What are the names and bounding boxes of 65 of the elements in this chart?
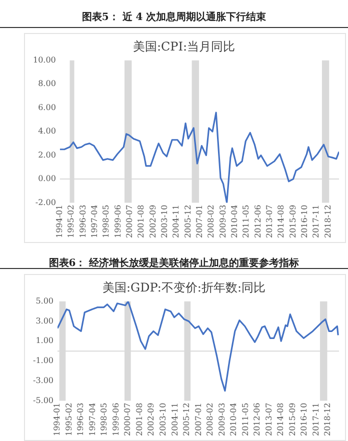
x-tick-label: 1995-02 [66, 204, 76, 238]
chart-subtitle: 美国:GDP:不变价:折年数:同比 [102, 280, 266, 294]
x-tick-label: 2011-05 [240, 402, 250, 436]
x-tick-label: 2017-11 [312, 204, 321, 238]
x-tick-label: 2018-12 [323, 402, 332, 436]
x-tick-label: 2011-05 [242, 204, 251, 238]
x-tick-label: 2010-04 [230, 204, 239, 238]
x-tick-label: 2014-08 [276, 402, 286, 436]
x-tick-label: 2002-09 [146, 402, 156, 436]
x-tick-label: 2007-01 [194, 402, 203, 436]
x-tick-label: 2015-09 [288, 204, 298, 238]
x-tick-label: 1999-06 [111, 402, 120, 436]
x-tick-label: 2017-11 [311, 402, 320, 436]
x-tick-label: 2009-03 [218, 204, 228, 238]
x-tick-label: 2002-09 [148, 204, 158, 238]
x-tick-label: 2016-10 [300, 204, 309, 238]
x-tick-label: 2008-02 [206, 204, 216, 238]
x-tick-label: 2009-03 [217, 402, 226, 436]
chart-title: 图表5： 近 4 次加息周期以通胀下行结束 [80, 10, 268, 24]
y-tick-label: 8.00 [38, 79, 56, 88]
x-tick-label: 1998-05 [100, 402, 109, 436]
x-tick-label: 2010-04 [229, 402, 238, 436]
x-tick-label: 2007-01 [194, 204, 204, 238]
y-tick-label: 3.00 [36, 316, 54, 326]
x-tick-label: 2015-09 [288, 402, 297, 436]
y-tick-label: -2.00 [35, 198, 56, 207]
x-tick-label: 2000-07 [123, 402, 132, 436]
y-tick-label: 6.00 [38, 102, 56, 112]
x-tick-label: 1996-03 [76, 402, 86, 436]
y-tick-label: -5.00 [33, 396, 54, 405]
x-tick-label: 1997-04 [88, 402, 97, 436]
x-tick-label: 2012-06 [252, 402, 262, 436]
x-tick-label: 2005-12 [182, 402, 192, 436]
x-tick-label: 1994-01 [52, 402, 62, 436]
x-tick-label: 1997-04 [90, 204, 99, 238]
y-tick-label: 1.00 [36, 336, 54, 346]
x-tick-label: 1995-02 [64, 402, 74, 436]
y-tick-label: 2.00 [38, 150, 56, 160]
y-tick-label: 0.00 [38, 174, 56, 184]
chart-subtitle: 美国:CPI:当月同比 [132, 39, 236, 54]
x-tick-label: 1998-05 [102, 204, 111, 238]
y-tick-label: 4.00 [38, 126, 56, 136]
x-tick-label: 1999-06 [113, 204, 122, 238]
y-tick-label: -3.00 [33, 376, 54, 385]
x-tick-label: 2005-12 [183, 204, 192, 238]
x-tick-label: 2016-10 [300, 402, 309, 436]
x-tick-label: 2013-07 [264, 204, 274, 238]
y-tick-label: -1.00 [33, 356, 54, 366]
x-tick-label: 2003-10 [160, 204, 169, 238]
x-tick-label: 2013-07 [264, 402, 274, 436]
x-tick-label: 1994-01 [54, 204, 64, 238]
x-tick-label: 2001-08 [136, 204, 146, 238]
x-tick-label: 2003-10 [158, 402, 168, 436]
x-tick-label: 2018-12 [323, 204, 332, 238]
x-tick-label: 1996-03 [78, 204, 88, 238]
x-tick-label: 2001-08 [134, 402, 144, 436]
x-tick-label: 2012-06 [253, 204, 262, 238]
x-tick-label: 2004-11 [172, 204, 181, 238]
y-tick-label: 5.00 [36, 296, 54, 306]
x-tick-label: 2004-11 [170, 402, 180, 436]
chart-title: 图表6： 经济增长放缓是美联储停止加息的重要参考指标 [48, 256, 300, 270]
x-tick-label: 2014-08 [276, 204, 286, 238]
x-tick-label: 2000-07 [124, 204, 134, 238]
x-tick-label: 2008-02 [206, 402, 215, 436]
y-tick-label: 10.00 [32, 55, 56, 64]
